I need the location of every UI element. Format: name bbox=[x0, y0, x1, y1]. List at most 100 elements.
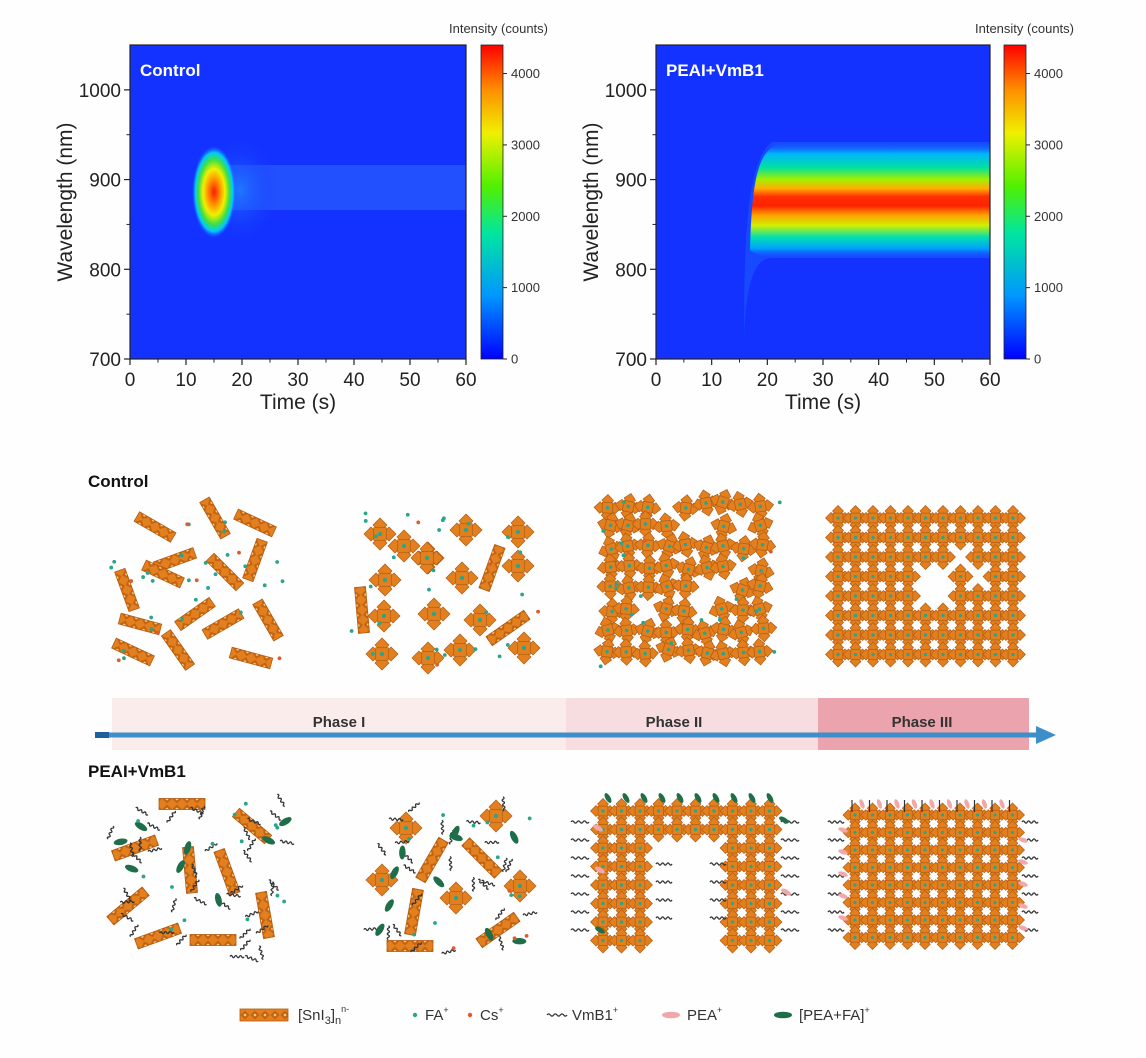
vmb1-molecule bbox=[277, 793, 285, 807]
ion-dot bbox=[182, 918, 187, 923]
ion-dot bbox=[363, 511, 368, 516]
octahedron-cluster bbox=[930, 544, 956, 570]
pea-molecule bbox=[433, 876, 445, 888]
vmb1-molecule bbox=[175, 934, 187, 946]
octahedron-cluster bbox=[1000, 855, 1025, 880]
pea-molecule bbox=[279, 817, 292, 827]
octahedron-cluster bbox=[365, 863, 399, 897]
octahedron-cluster bbox=[672, 494, 700, 522]
vmb1-molecule bbox=[159, 930, 175, 935]
pea-molecule bbox=[1018, 859, 1028, 865]
octahedron-cluster bbox=[746, 492, 775, 521]
y-tick-label: 700 bbox=[89, 350, 121, 371]
vmb1-molecule bbox=[827, 874, 845, 878]
x-tick-label: 40 bbox=[868, 370, 889, 391]
pea-molecule bbox=[1018, 903, 1028, 909]
ion-dot bbox=[407, 837, 411, 841]
vmb1-molecule bbox=[147, 822, 161, 831]
ion-dot bbox=[179, 553, 184, 558]
x-tick-label: 50 bbox=[399, 370, 420, 391]
additive-stage-2 bbox=[363, 796, 538, 955]
octahedron-cluster bbox=[367, 599, 401, 633]
cs-dot-icon bbox=[467, 1012, 473, 1018]
colorbar bbox=[1003, 44, 1027, 360]
ion-dot bbox=[145, 571, 150, 575]
octahedron-cluster bbox=[965, 855, 990, 880]
y-tick-label: 800 bbox=[89, 260, 121, 281]
phase-timeline: Phase I Phase II Phase III bbox=[95, 698, 1056, 750]
octahedron-cluster bbox=[634, 531, 662, 560]
ion-dot bbox=[466, 521, 471, 526]
vmb1-molecule bbox=[481, 879, 496, 887]
additive-stage-4 bbox=[827, 799, 1039, 950]
ion-dot bbox=[109, 565, 114, 570]
vmb1-molecule bbox=[1021, 910, 1039, 914]
pea-molecule bbox=[981, 799, 988, 809]
octahedron-cluster bbox=[417, 597, 451, 631]
vmb1-molecule bbox=[709, 898, 727, 902]
octahedron-cluster bbox=[479, 799, 513, 833]
vmb1-molecule bbox=[388, 817, 404, 822]
legend-label: [PEA+FA]+ bbox=[799, 1005, 870, 1024]
octahedron-cluster bbox=[631, 639, 659, 668]
x-tick-label: 20 bbox=[231, 370, 252, 391]
pea-molecule bbox=[176, 860, 185, 873]
pea-molecule bbox=[838, 827, 848, 833]
pea-molecule bbox=[838, 871, 848, 877]
vmb1-molecule bbox=[129, 924, 139, 938]
octahedron-cluster bbox=[501, 549, 535, 583]
sni3-chain bbox=[255, 890, 275, 940]
vmb1-molecule bbox=[780, 838, 800, 842]
pea-molecule bbox=[595, 866, 605, 874]
ion-dot bbox=[222, 529, 227, 534]
pea-molecule bbox=[1018, 925, 1028, 931]
vmb1-molecule bbox=[394, 839, 410, 845]
ion-dot bbox=[768, 549, 773, 554]
x-axis-label: Time (s) bbox=[260, 391, 336, 414]
octahedron-cluster bbox=[842, 925, 868, 950]
ion-dot bbox=[155, 630, 160, 635]
legend-label: VmB1+ bbox=[572, 1005, 618, 1024]
pea-molecule bbox=[946, 799, 953, 809]
vmb1-molecule bbox=[258, 945, 265, 960]
vmb1-molecule bbox=[827, 838, 845, 842]
vmb1-molecule bbox=[247, 817, 261, 826]
vmb1-molecule bbox=[246, 838, 257, 852]
ion-dot bbox=[772, 649, 777, 654]
pea-molecule bbox=[484, 927, 494, 941]
vmb1-molecule bbox=[193, 896, 207, 906]
vmb1-molecule bbox=[268, 879, 279, 891]
vmb1-wave-icon bbox=[546, 1013, 568, 1017]
vmb1-molecule bbox=[780, 928, 800, 932]
vmb1-molecule bbox=[279, 839, 295, 846]
ion-dot bbox=[629, 612, 634, 617]
ion-dot bbox=[405, 512, 410, 517]
sni3-chain bbox=[233, 508, 277, 538]
vmb1-molecule bbox=[780, 874, 800, 878]
x-tick-label: 50 bbox=[924, 370, 945, 391]
ion-dot bbox=[601, 529, 606, 533]
ion-dot bbox=[280, 579, 285, 584]
vmb1-molecule bbox=[190, 806, 204, 815]
vmb1-molecule bbox=[501, 796, 506, 812]
ion-dot bbox=[391, 555, 396, 560]
ion-dot bbox=[441, 813, 445, 817]
octahedron-cluster bbox=[729, 638, 758, 667]
phase-3-region bbox=[818, 698, 1029, 750]
pea-molecule bbox=[375, 923, 385, 936]
colorbar-tick-label: 3000 bbox=[511, 137, 540, 152]
ion-dot bbox=[622, 500, 626, 505]
vmb1-molecule bbox=[191, 863, 198, 878]
pea-molecule bbox=[262, 836, 276, 845]
sni3-chain bbox=[174, 596, 216, 632]
octahedron-cluster bbox=[745, 637, 774, 666]
x-tick-label: 60 bbox=[455, 370, 476, 391]
octahedron-cluster bbox=[709, 489, 737, 516]
colorbar-tick-label: 1000 bbox=[511, 280, 540, 295]
pea-molecule bbox=[451, 825, 460, 839]
vmb1-molecule bbox=[827, 820, 845, 824]
octahedron-cluster bbox=[363, 517, 397, 551]
ion-dot bbox=[149, 626, 154, 631]
ion-dot bbox=[193, 597, 198, 602]
vmb1-molecule bbox=[377, 843, 387, 856]
